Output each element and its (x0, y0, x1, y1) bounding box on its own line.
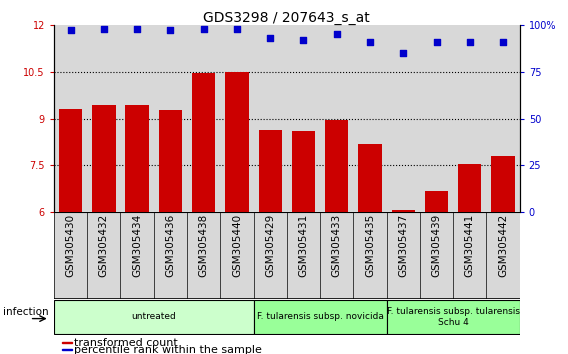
Bar (287, 25, 320, 212)
Text: GSM305431: GSM305431 (298, 214, 308, 278)
Point (399, 50, 408, 56)
Text: percentile rank within the sample: percentile rank within the sample (74, 345, 262, 354)
Bar (420, 25, 453, 212)
Point (132, 26, 141, 32)
Bar (258, 130, 282, 212)
Bar (192, 73, 215, 212)
Text: GSM305429: GSM305429 (265, 214, 275, 278)
Point (99, 26, 108, 32)
Bar (92, 104, 115, 212)
Bar (187, 25, 220, 212)
Bar (159, 110, 182, 212)
Bar (253, 25, 287, 212)
Text: infection: infection (3, 307, 48, 316)
Bar (453, 212, 486, 299)
Text: GSM305432: GSM305432 (99, 214, 109, 278)
Text: GDS3298 / 207643_s_at: GDS3298 / 207643_s_at (203, 11, 370, 25)
Bar (225, 72, 249, 212)
Bar (62, 342, 72, 343)
Point (266, 35, 275, 41)
Text: GSM305437: GSM305437 (398, 214, 408, 278)
Point (66, 28, 75, 33)
Bar (54, 25, 87, 212)
Point (232, 26, 241, 32)
Bar (320, 212, 353, 299)
Text: GSM305434: GSM305434 (132, 214, 142, 278)
Point (432, 39, 441, 45)
Bar (353, 212, 387, 299)
Bar (87, 212, 120, 299)
Bar (87, 25, 120, 212)
Bar (253, 300, 387, 334)
Bar (54, 212, 87, 299)
Bar (154, 25, 187, 212)
Bar (220, 212, 253, 299)
Text: GSM305441: GSM305441 (465, 214, 475, 278)
Text: GSM305430: GSM305430 (65, 214, 76, 277)
Bar (392, 210, 415, 212)
Bar (486, 25, 520, 212)
Point (199, 26, 208, 32)
Bar (187, 212, 220, 299)
Bar (59, 109, 82, 212)
Bar (325, 120, 348, 212)
Bar (387, 300, 520, 334)
Text: F. tularensis subsp. tularensis
Schu 4: F. tularensis subsp. tularensis Schu 4 (387, 307, 520, 326)
Bar (486, 212, 520, 299)
Bar (292, 131, 315, 212)
Text: GSM305433: GSM305433 (332, 214, 342, 278)
Text: GSM305440: GSM305440 (232, 214, 242, 277)
Bar (458, 164, 482, 212)
Bar (387, 25, 420, 212)
Bar (126, 105, 149, 212)
Bar (491, 156, 515, 212)
Point (166, 28, 175, 33)
Bar (253, 212, 287, 299)
Point (365, 39, 374, 45)
Text: GSM305436: GSM305436 (165, 214, 176, 278)
Bar (358, 144, 382, 212)
Bar (425, 191, 448, 212)
Bar (320, 25, 353, 212)
Text: GSM305442: GSM305442 (498, 214, 508, 278)
Text: transformed count: transformed count (74, 337, 178, 348)
Text: GSM305439: GSM305439 (432, 214, 441, 278)
Bar (62, 349, 72, 350)
Text: F. tularensis subsp. novicida: F. tularensis subsp. novicida (257, 312, 383, 321)
Bar (453, 25, 486, 212)
Point (332, 31, 341, 37)
Point (465, 39, 474, 45)
Bar (154, 212, 187, 299)
Point (299, 37, 308, 42)
Bar (287, 212, 320, 299)
Text: untreated: untreated (131, 312, 176, 321)
Bar (420, 212, 453, 299)
Bar (387, 212, 420, 299)
Bar (54, 300, 253, 334)
Text: GSM305438: GSM305438 (199, 214, 208, 278)
Text: GSM305435: GSM305435 (365, 214, 375, 278)
Bar (120, 212, 154, 299)
Bar (220, 25, 253, 212)
Point (499, 39, 508, 45)
Bar (120, 25, 154, 212)
Bar (353, 25, 387, 212)
